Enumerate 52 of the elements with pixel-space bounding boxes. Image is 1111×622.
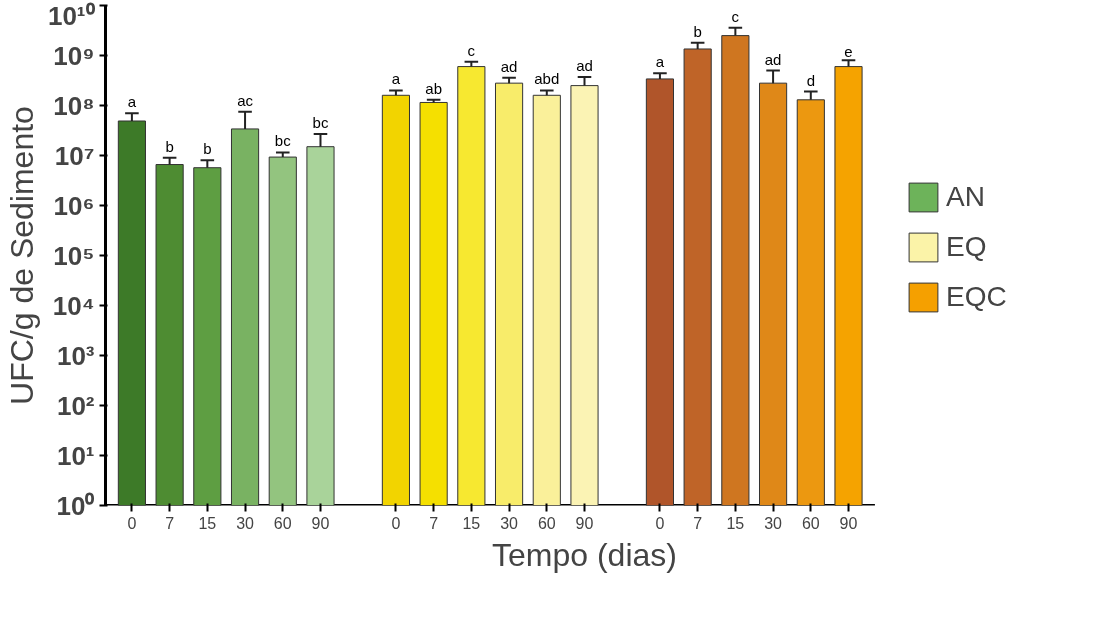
y-tick-label: 10⁹: [53, 40, 95, 71]
x-tick-label: 90: [575, 514, 594, 532]
legend-label: AN: [946, 180, 985, 214]
legend-label: EQC: [946, 280, 1007, 314]
y-tick-label: 10⁸: [53, 90, 95, 121]
legend-label: EQ: [946, 230, 987, 264]
x-tick-label: 0: [391, 514, 401, 532]
data-label: bc: [312, 113, 329, 131]
x-tick-label: 15: [198, 514, 217, 532]
data-label: a: [127, 93, 137, 111]
x-tick-label: 7: [165, 514, 175, 532]
x-tick-label: 60: [537, 514, 556, 532]
x-tick-label: 90: [311, 514, 330, 532]
data-label: e: [844, 43, 853, 61]
x-tick-label: 30: [236, 514, 255, 532]
data-label: a: [655, 53, 665, 71]
data-label: d: [806, 71, 815, 89]
data-label: a: [391, 70, 401, 88]
y-tick-label: 10⁷: [54, 140, 95, 171]
data-label: ad: [576, 57, 593, 75]
data-label: c: [731, 7, 740, 25]
data-label: bc: [274, 132, 292, 150]
x-tick-label: 7: [429, 514, 439, 532]
data-label: ad: [500, 57, 518, 75]
x-tick-label: 0: [655, 514, 665, 532]
x-tick-label: 30: [764, 514, 783, 532]
x-axis-title: Tempo (dias): [492, 536, 677, 573]
x-tick-label: 15: [726, 514, 745, 532]
x-tick-label: 30: [500, 514, 519, 532]
y-tick-label: 10³: [56, 340, 95, 371]
y-tick-label: 10⁴: [52, 290, 95, 321]
data-label: ac: [237, 91, 254, 109]
y-tick-label: 10²: [56, 390, 95, 421]
data-label: b: [165, 137, 174, 155]
y-axis-title: UFC/g de Sedimento: [3, 106, 40, 405]
x-tick-label: 7: [693, 514, 703, 532]
data-label: abd: [534, 70, 560, 88]
x-tick-label: 0: [127, 514, 137, 532]
y-tick-label: 10⁵: [53, 240, 95, 271]
data-label: ab: [425, 79, 442, 97]
y-tick-label: 10¹⁰: [47, 0, 96, 31]
x-tick-label: 90: [839, 514, 858, 532]
y-tick-label: 10⁶: [53, 190, 95, 221]
y-tick-label: 10⁰: [56, 490, 96, 521]
x-tick-label: 60: [273, 514, 292, 532]
x-tick-label: 60: [801, 514, 820, 532]
data-label: ad: [764, 50, 782, 68]
data-label: b: [203, 140, 212, 158]
y-tick-label: 10¹: [56, 440, 95, 471]
x-tick-label: 15: [462, 514, 481, 532]
data-label: c: [467, 41, 476, 59]
data-label: b: [693, 22, 702, 40]
